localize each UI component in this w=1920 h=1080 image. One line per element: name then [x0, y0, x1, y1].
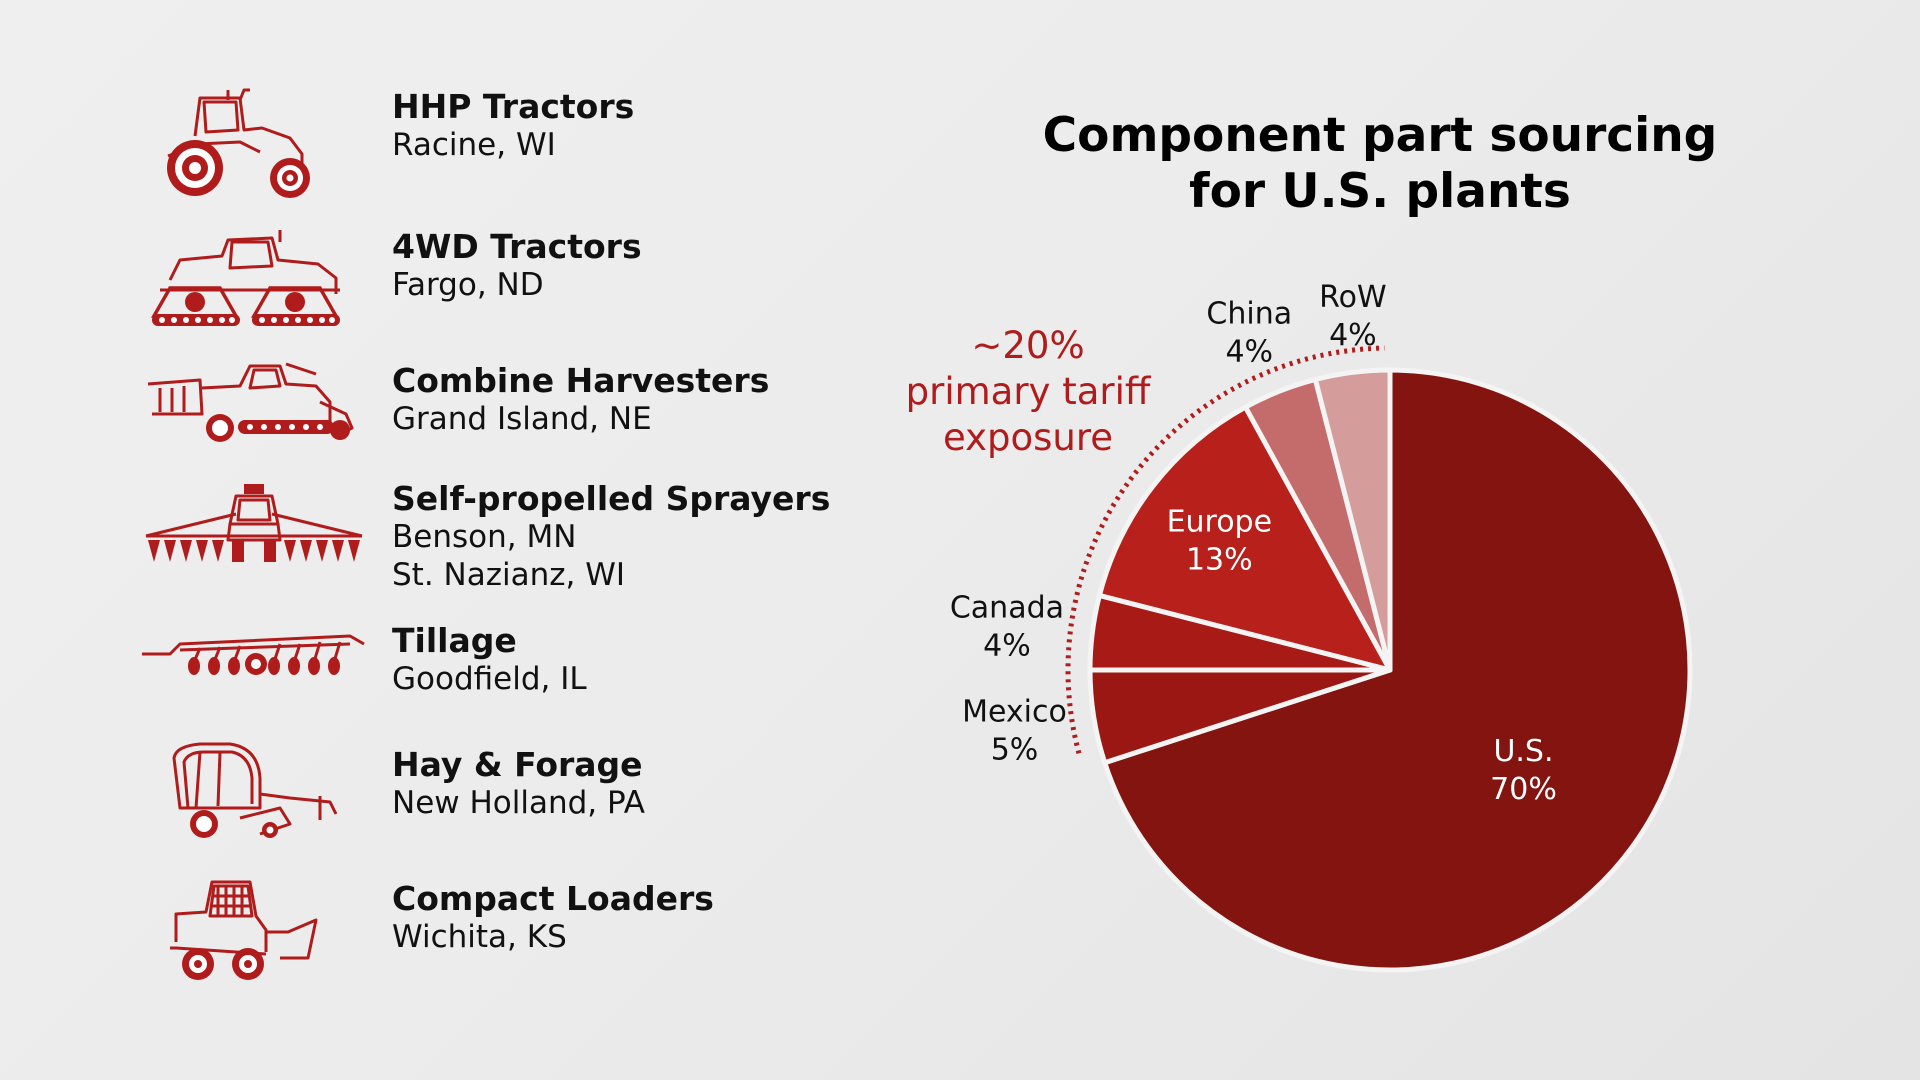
product-name: Tillage: [392, 622, 587, 660]
combine-harvester-icon: [140, 354, 370, 474]
baler-icon: [140, 738, 370, 858]
tariff-exposure-arc: [1068, 348, 1384, 753]
pie-slice-canada: [1090, 595, 1390, 670]
4wd-tractor-icon: [140, 220, 370, 340]
plant-location: St. Nazianz, WI: [392, 556, 830, 594]
product-name: Compact Loaders: [392, 880, 714, 918]
plant-location: New Holland, PA: [392, 784, 645, 822]
tractor-icon: [140, 80, 370, 200]
product-name: Hay & Forage: [392, 746, 645, 784]
chart-title-line-1: Component part sourcing: [1000, 108, 1760, 164]
plant-location: Grand Island, NE: [392, 400, 769, 438]
pie-label-mexico: Mexico 5%: [962, 694, 1067, 767]
plant-location: Racine, WI: [392, 126, 634, 164]
product-name: 4WD Tractors: [392, 228, 642, 266]
plant-location: Fargo, ND: [392, 266, 642, 304]
skid-steer-icon: [140, 872, 370, 992]
chart-title-line-2: for U.S. plants: [1000, 164, 1760, 220]
tillage-icon: [140, 614, 370, 734]
pie-label-europe: Europe 13%: [1167, 505, 1273, 578]
pie-label-canada: Canada 4%: [950, 590, 1064, 663]
plant-location: Wichita, KS: [392, 918, 714, 956]
plant-location: Benson, MN: [392, 518, 830, 556]
product-name: Self-propelled Sprayers: [392, 480, 830, 518]
pie-label-china: China 4%: [1206, 297, 1292, 370]
plant-location: Goodfield, IL: [392, 660, 587, 698]
sprayer-icon: [140, 474, 370, 594]
product-name: HHP Tractors: [392, 88, 634, 126]
pie-label-row: RoW 4%: [1319, 280, 1387, 353]
pie-slice-china: [1245, 379, 1390, 670]
pie-slice-us: [1105, 370, 1690, 970]
pie-slice-mexico: [1090, 670, 1390, 763]
pie-slice-europe: [1099, 407, 1390, 670]
pie-label-us: U.S. 70%: [1490, 734, 1557, 807]
product-name: Combine Harvesters: [392, 362, 769, 400]
product-list: HHP Tractors Racine, WI 4WD Tractors Fargo…: [0, 0, 900, 1080]
tariff-exposure-annotation: ~20% primary tariff exposure: [906, 324, 1152, 459]
pie-slice-row: [1315, 370, 1390, 670]
chart-title: Component part sourcing for U.S. plants: [1000, 108, 1760, 220]
